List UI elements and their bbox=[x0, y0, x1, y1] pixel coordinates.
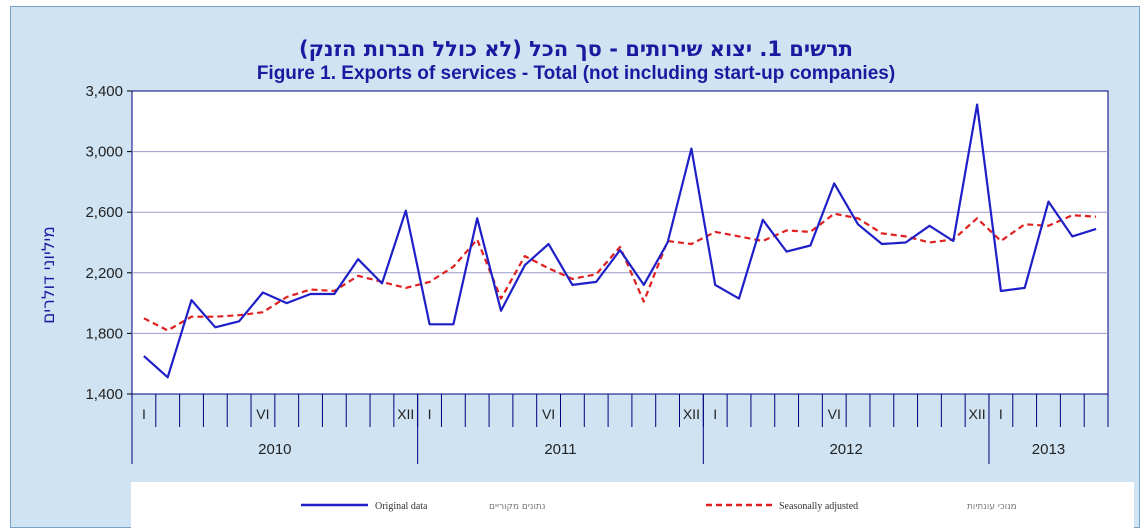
x-tick-label: I bbox=[713, 406, 717, 422]
x-tick-label: VI bbox=[256, 406, 269, 422]
y-tick-label: 2,600 bbox=[85, 204, 123, 221]
x-tick-label: I bbox=[142, 406, 146, 422]
y-tick-label: 3,400 bbox=[85, 83, 123, 100]
x-axis: I VI XII I VI XII I VI XII I 2010 2011 2012 2013 bbox=[131, 394, 1109, 464]
x-tick-label: XII bbox=[397, 406, 414, 422]
legend-label-original-he: נתונים מקוריים bbox=[489, 502, 545, 512]
x-tick-label: XII bbox=[969, 406, 986, 422]
y-tick-label: 3,000 bbox=[85, 144, 123, 161]
legend-label-adjusted: Seasonally adjusted bbox=[779, 501, 858, 512]
legend: Original data נתונים מקוריים Seasonally … bbox=[301, 501, 1017, 512]
series-line-original-data bbox=[143, 103, 1097, 379]
series-line-seasonally-adjusted bbox=[143, 212, 1097, 332]
x-tick-label: XII bbox=[683, 406, 700, 422]
chart-subtitle: Figure 1. Exports of services - Total (n… bbox=[257, 63, 895, 84]
legend-box bbox=[131, 482, 1134, 529]
series-lines bbox=[143, 103, 1097, 379]
chart-frame: תרשים 1. יצוא שירותים - סך הכל (לא כולל … bbox=[10, 6, 1140, 529]
legend-label-original: Original data bbox=[375, 501, 428, 512]
plot-area bbox=[131, 90, 1109, 395]
y-tick-label: 1,800 bbox=[85, 325, 123, 342]
y-axis-label: מיליוני דולרים bbox=[39, 226, 59, 324]
year-label: 2012 bbox=[829, 441, 862, 458]
x-tick-label: I bbox=[428, 406, 432, 422]
grid-lines bbox=[132, 151, 1108, 334]
y-tick-label: 2,200 bbox=[85, 265, 123, 282]
chart-title: תרשים 1. יצוא שירותים - סך הכל (לא כולל … bbox=[299, 37, 853, 61]
x-tick-label: VI bbox=[828, 406, 841, 422]
chart-canvas: תרשים 1. יצוא שירותים - סך הכל (לא כולל … bbox=[39, 37, 1134, 529]
x-tick-label: VI bbox=[542, 406, 555, 422]
year-label: 2013 bbox=[1032, 441, 1065, 458]
year-label: 2010 bbox=[258, 441, 291, 458]
y-tick-label: 1,400 bbox=[85, 386, 123, 403]
y-axis: 1,400 1,800 2,200 2,600 3,000 3,400 bbox=[85, 83, 132, 403]
legend-label-adjusted-he: מנוכי עונתיות bbox=[967, 502, 1017, 512]
year-label: 2011 bbox=[544, 441, 576, 458]
x-tick-label: I bbox=[999, 406, 1003, 422]
